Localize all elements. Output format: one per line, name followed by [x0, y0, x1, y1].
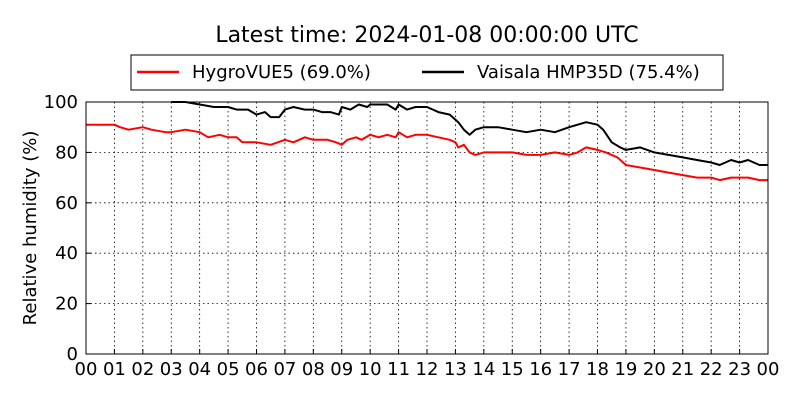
- x-tick-label: 18: [586, 359, 609, 380]
- x-tick-label: 23: [728, 359, 751, 380]
- x-tick-label: 11: [387, 359, 410, 380]
- x-tick-label: 09: [330, 359, 353, 380]
- x-tick-label: 00: [75, 359, 98, 380]
- x-tick-label: 01: [103, 359, 126, 380]
- series-line-vaisala: [171, 101, 768, 166]
- x-tick-label: 07: [273, 359, 296, 380]
- chart-title: Latest time: 2024-01-08 00:00:00 UTC: [215, 23, 638, 48]
- x-tick-label: 21: [671, 359, 694, 380]
- x-tick-label: 04: [188, 359, 211, 380]
- y-tick-label: 60: [55, 193, 78, 214]
- x-tick-label: 15: [501, 359, 524, 380]
- x-tick-label: 19: [614, 359, 637, 380]
- y-tick-label: 100: [44, 92, 78, 113]
- y-tick-label: 80: [55, 142, 78, 163]
- y-tick-label: 20: [55, 294, 78, 315]
- plot-frame: [85, 101, 769, 355]
- series-layer: [86, 101, 768, 182]
- legend-label-hygrovue5: HygroVUE5 (69.0%): [192, 62, 371, 83]
- legend: HygroVUE5 (69.0%) Vaisala HMP35D (75.4%): [130, 54, 724, 91]
- grid-layer: [85, 101, 769, 355]
- y-tick-labels: 0 20 40 60 80 100: [44, 92, 78, 365]
- x-tick-label: 13: [444, 359, 467, 380]
- series-line-hygrovue5: [86, 123, 768, 182]
- x-tick-label: 00: [757, 359, 780, 380]
- x-tick-label: 17: [558, 359, 581, 380]
- x-tick-label: 06: [245, 359, 268, 380]
- x-tick-label: 12: [416, 359, 439, 380]
- y-tick-label: 0: [67, 344, 78, 365]
- y-axis-label: Relative humidity (%): [20, 131, 41, 326]
- x-tick-label: 08: [302, 359, 325, 380]
- x-tick-labels: 00 01 02 03 04 05 06 07 08 09 10 11 12 13 14 15 16 17 18 19…: [75, 359, 780, 380]
- legend-label-vaisala: Vaisala HMP35D (75.4%): [477, 62, 700, 83]
- x-tick-label: 03: [160, 359, 183, 380]
- x-tick-label: 05: [217, 359, 240, 380]
- x-tick-label: 02: [131, 359, 154, 380]
- x-tick-label: 20: [643, 359, 666, 380]
- x-tick-label: 10: [359, 359, 382, 380]
- x-tick-label: 16: [529, 359, 552, 380]
- y-tick-label: 40: [55, 243, 78, 264]
- x-tick-label: 22: [700, 359, 723, 380]
- x-tick-label: 14: [472, 359, 495, 380]
